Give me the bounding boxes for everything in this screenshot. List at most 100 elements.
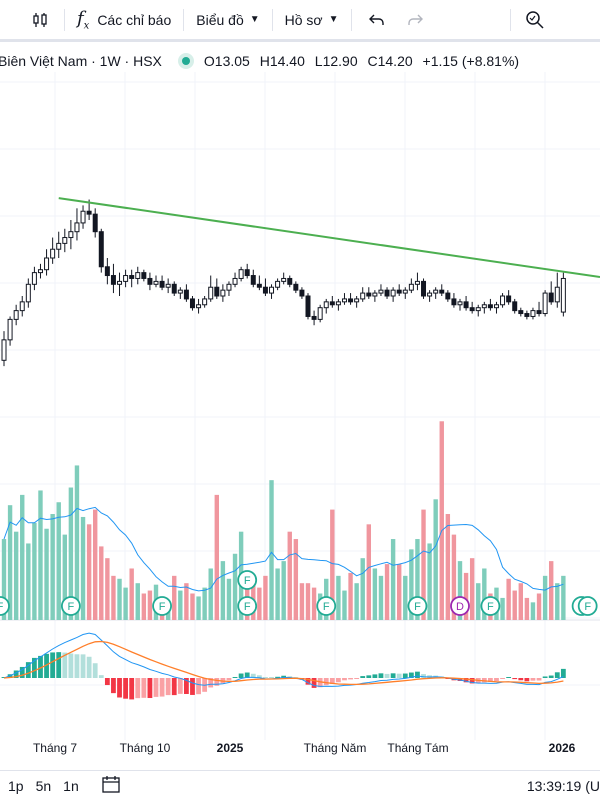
volume-bar — [129, 568, 134, 620]
macd-histogram-bar — [13, 670, 19, 678]
candle-body — [560, 277, 566, 313]
chart-type-label: Biểu đồ — [196, 11, 244, 28]
marker-label: F — [244, 601, 251, 613]
macd-histogram-bar — [512, 678, 518, 680]
macd-histogram-bar — [554, 672, 560, 678]
macd-histogram-bar — [208, 678, 214, 688]
candle-body — [50, 248, 56, 259]
macd-histogram-bar — [50, 652, 56, 678]
range-1p[interactable]: 1p — [8, 777, 24, 794]
volume-bar — [135, 583, 140, 620]
candle-body — [177, 289, 183, 294]
volume-bar — [111, 575, 116, 620]
volume-bar — [74, 465, 80, 620]
time-axis-label: Tháng Năm — [304, 741, 367, 755]
bottom-bar: 1p 5n 1n 13:39:19 (U — [0, 770, 600, 800]
volume-bar — [518, 583, 523, 620]
volume-bar — [445, 514, 451, 620]
chart-type-button[interactable]: Biểu đồ ▼ — [196, 0, 259, 41]
candle-body — [463, 301, 469, 309]
volume-bar — [20, 494, 25, 620]
candle-body — [104, 266, 110, 277]
redo-button[interactable] — [406, 0, 424, 41]
volume-bar — [68, 487, 74, 620]
candle-body — [360, 292, 366, 300]
marker-label: F — [414, 601, 421, 613]
candle-body — [183, 289, 189, 300]
toolbar-separator — [183, 8, 185, 31]
candle-body — [250, 275, 256, 285]
volume-bar — [287, 531, 292, 620]
volume-bar — [409, 549, 414, 620]
candle-body — [25, 283, 31, 303]
symbol-name[interactable]: Biên Việt Nam · 1W · HSX — [0, 53, 162, 69]
trendline — [58, 197, 600, 278]
macd-histogram-bar — [56, 652, 62, 678]
volume-bar — [348, 572, 353, 620]
candle-body — [226, 283, 232, 291]
candle-body — [86, 210, 92, 215]
candle-body — [366, 292, 372, 297]
volume-bar — [50, 514, 55, 620]
candle-body — [512, 301, 518, 312]
macd-histogram-bar — [171, 678, 177, 696]
candle-body — [110, 275, 116, 285]
search-button[interactable] — [525, 0, 545, 41]
market-status-dot[interactable] — [181, 57, 190, 65]
marker-label: F — [0, 601, 4, 613]
candle-body — [135, 272, 141, 279]
macd-histogram-bar — [396, 673, 402, 678]
profile-button[interactable]: Hồ sơ ▼ — [285, 0, 339, 41]
macd-histogram-bar — [165, 678, 171, 696]
volume-bar — [123, 587, 128, 620]
candle-body — [402, 289, 408, 294]
volume-bar — [421, 509, 426, 620]
marker-label: F — [68, 601, 75, 613]
volume-bar — [476, 583, 481, 620]
marker-badge — [0, 596, 10, 616]
macd-histogram-bar — [530, 678, 536, 681]
volume-bar — [354, 583, 359, 620]
macd-histogram-bar — [329, 678, 335, 684]
macd-histogram-bar — [135, 678, 141, 699]
macd-histogram-bar — [317, 678, 323, 688]
marker-badge — [237, 596, 258, 616]
macd-histogram-bar — [548, 675, 554, 678]
undo-button[interactable] — [368, 0, 386, 41]
candles-icon[interactable] — [30, 0, 50, 41]
range-1n[interactable]: 1n — [63, 777, 79, 794]
volume-bar — [561, 575, 566, 620]
macd-histogram-bar — [232, 677, 238, 678]
volume-bar — [32, 522, 37, 620]
candle-body — [7, 318, 13, 341]
marker-badge — [316, 596, 337, 616]
candle-body — [238, 269, 244, 279]
macd-histogram-bar — [481, 678, 487, 683]
profile-label: Hồ sơ — [284, 11, 323, 28]
candle-body — [256, 283, 262, 288]
range-5n[interactable]: 5n — [35, 777, 52, 794]
indicators-button[interactable]: fx Các chỉ báo — [77, 0, 171, 41]
volume-bar — [415, 539, 420, 620]
date-range-icon[interactable] — [101, 774, 121, 797]
candle-body — [487, 304, 493, 309]
open-value: O13.05 — [203, 53, 250, 69]
candle-body — [13, 310, 19, 320]
volume-bar — [257, 587, 262, 620]
candle-body — [329, 301, 335, 306]
volume-bar — [482, 568, 487, 620]
macd-histogram-bar — [38, 655, 43, 678]
macd-histogram-bar — [311, 678, 317, 688]
macd-histogram-bar — [342, 678, 347, 681]
toolbar-separator — [350, 8, 352, 31]
volume-bar — [469, 558, 475, 620]
macd-histogram-bar — [378, 673, 384, 678]
candle-body — [117, 280, 123, 285]
volume-bar — [433, 499, 438, 620]
toolbar-separator — [64, 8, 65, 31]
volume-bar — [372, 568, 378, 620]
macd-histogram-bar — [348, 678, 353, 680]
candle-body — [293, 283, 299, 291]
volume-bar — [117, 578, 122, 620]
